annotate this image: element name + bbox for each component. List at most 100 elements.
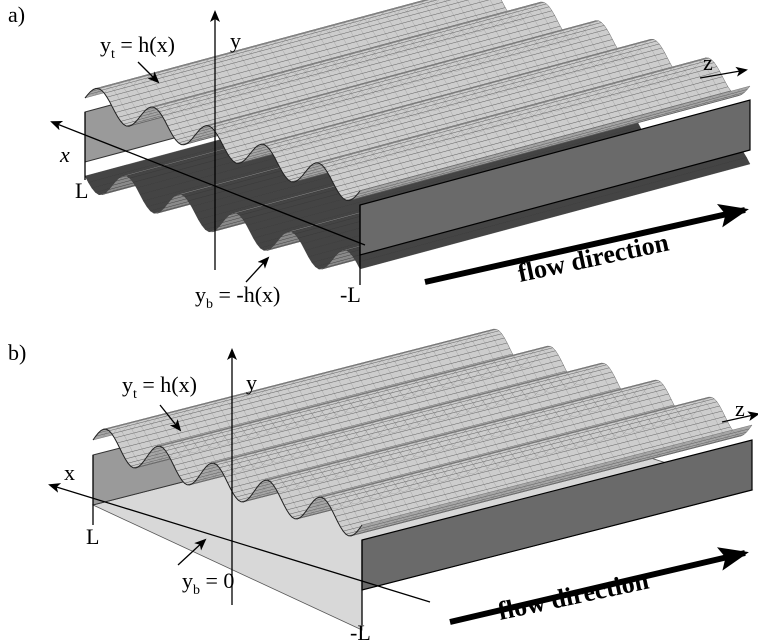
mesh-line (182, 62, 458, 175)
mesh-line (338, 20, 614, 133)
bound-label: L (75, 178, 88, 203)
mesh-line (279, 35, 556, 149)
mesh-line (289, 33, 565, 146)
mesh-line (395, 351, 665, 459)
axis-label: x (64, 460, 75, 485)
mesh-line (102, 426, 372, 534)
mesh-line (112, 423, 382, 532)
edge (92, 428, 363, 537)
mesh-line (357, 14, 634, 128)
axis-label: y (230, 28, 241, 53)
mesh-line (367, 12, 643, 125)
mesh-line (153, 69, 429, 183)
x-axis (50, 121, 366, 246)
bottom-surface (356, 157, 751, 270)
flow-label: flow direction (495, 566, 652, 626)
axis-label: y (246, 370, 257, 395)
surface-label: yt = h(x) (122, 372, 197, 402)
mesh-line (250, 43, 526, 157)
mesh-line (385, 353, 655, 462)
mesh-line (426, 0, 702, 109)
mesh-line (240, 46, 517, 159)
bound-label: L (86, 524, 99, 549)
flow-arrow (424, 204, 749, 285)
mesh-line (414, 346, 684, 454)
mesh-line (161, 411, 431, 519)
mesh-line (309, 27, 585, 141)
mesh-line (406, 1, 682, 115)
mesh-line (434, 341, 704, 449)
surface-label: yb = 0 (182, 568, 234, 598)
axis-label: z (735, 396, 745, 421)
mesh-line (133, 75, 409, 188)
axis-label: x (59, 142, 70, 167)
mesh-line (377, 9, 653, 122)
mesh-line (229, 393, 499, 502)
mesh-line (297, 376, 567, 484)
axis-label: z (703, 50, 713, 75)
mesh-line (365, 358, 636, 467)
mesh-line (473, 331, 743, 439)
mesh-line (131, 418, 402, 527)
mesh-line (260, 41, 536, 154)
surfaces (84, 0, 754, 631)
panel-label: a) (8, 2, 25, 27)
mesh-line (268, 383, 538, 492)
leader (159, 404, 182, 432)
surface-label: yb = -h(x) (195, 282, 280, 312)
mesh-line (328, 22, 604, 136)
mesh-line (123, 77, 400, 191)
leader (137, 61, 160, 84)
mesh-line (104, 83, 380, 196)
mesh-line (346, 363, 616, 472)
flow-label: flow direction (515, 228, 672, 288)
mesh-line (201, 56, 478, 170)
mesh-line (231, 48, 507, 162)
mesh-line (190, 403, 460, 512)
mesh-line (501, 0, 751, 96)
bound-label: -L (350, 620, 371, 643)
mesh-line (180, 406, 450, 514)
mesh-line (336, 366, 606, 474)
mesh-line (219, 396, 489, 504)
mesh-line (200, 401, 470, 509)
mesh-line (453, 336, 723, 444)
mesh-line (141, 416, 411, 524)
mesh-line (404, 348, 675, 457)
mesh-line (287, 378, 558, 487)
z-axis (699, 66, 748, 79)
mesh-line (424, 343, 694, 452)
mesh-line (209, 398, 480, 507)
mesh-line (248, 388, 519, 497)
mesh-line (307, 373, 577, 482)
leader (245, 256, 270, 283)
mesh-line (172, 64, 448, 178)
mesh-line (258, 386, 528, 494)
mesh-line (463, 333, 733, 442)
mesh-line (416, 0, 692, 112)
leader (177, 538, 207, 566)
panel-label: b) (8, 340, 26, 365)
mesh-line (482, 328, 753, 437)
mesh-line (445, 0, 721, 104)
mesh-line (114, 80, 390, 193)
x-axis (48, 483, 431, 603)
mesh-line (489, 0, 741, 99)
mesh-line (162, 67, 439, 180)
mesh-line (170, 408, 441, 517)
mesh-line (396, 4, 673, 117)
mesh-line (143, 72, 419, 185)
mesh-line (435, 0, 712, 107)
mesh-line (192, 59, 468, 172)
surface-label: yt = h(x) (100, 32, 175, 62)
mesh-line (356, 361, 626, 469)
mesh-line (387, 6, 663, 120)
mesh-line (211, 54, 487, 167)
mesh-line (278, 381, 548, 489)
mesh-line (151, 413, 421, 522)
mesh-line (326, 368, 597, 477)
mesh-line (239, 391, 509, 499)
mesh-line (317, 371, 587, 479)
mesh-line (348, 17, 624, 130)
